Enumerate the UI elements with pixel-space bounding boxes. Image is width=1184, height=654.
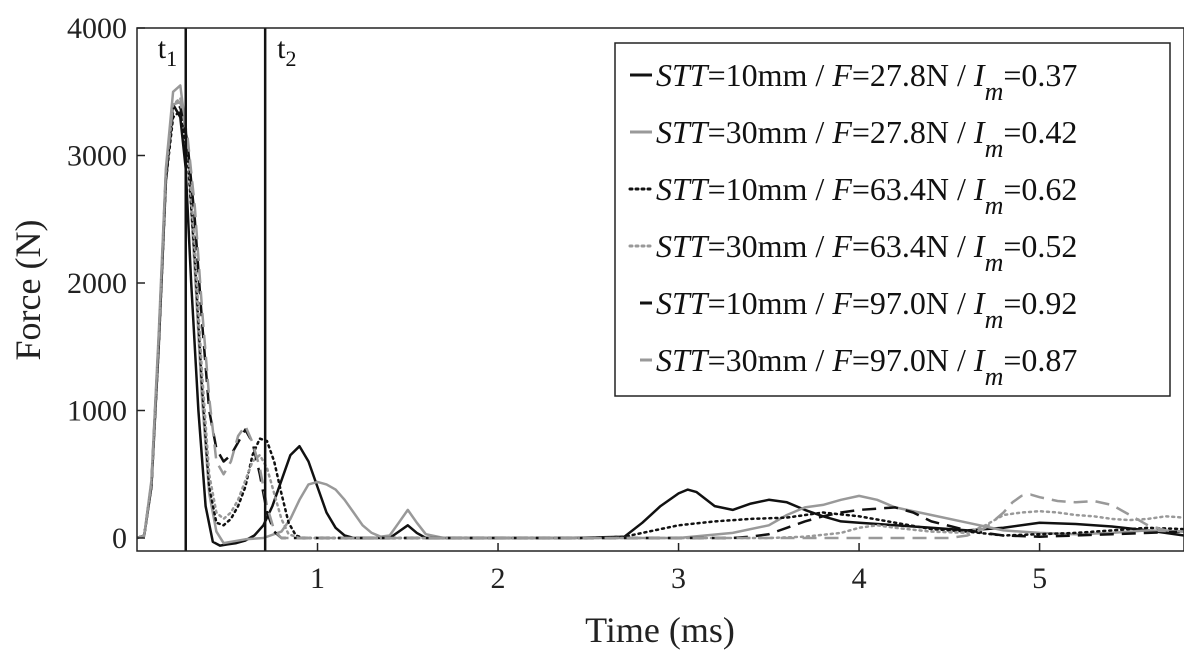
legend-box: [614, 42, 1171, 397]
legend-entry-3: STT=10mm / F=63.4N / Im=0.62: [656, 171, 1077, 220]
y-tick-label-1000: 1000: [67, 395, 127, 428]
series-line-5: [137, 105, 1184, 540]
legend-entry-4: STT=30mm / F=63.4N / Im=0.52: [656, 228, 1077, 277]
legend-entry-5: STT=10mm / F=97.0N / Im=0.92: [656, 285, 1077, 334]
marker-label-2: t2: [277, 32, 296, 71]
plot-frame: [136, 27, 1184, 552]
marker-lines: t1 t2: [158, 28, 297, 551]
legend-entry-1: STT=10mm / F=27.8N / Im=0.37: [656, 57, 1077, 106]
x-axis-ticks: 1 2 3 4 5: [310, 543, 1047, 595]
x-axis-title: Time (ms): [585, 610, 735, 650]
y-axis-ticks: 0 1000 2000 3000 4000: [67, 12, 145, 555]
x-tick-label-5: 5: [1032, 562, 1047, 595]
y-tick-label-4000: 4000: [67, 12, 127, 45]
series-line-6: [137, 100, 1184, 540]
x-tick-label-3: 3: [671, 562, 686, 595]
y-axis-title: Force (N): [8, 220, 48, 361]
y-tick-label-2000: 2000: [67, 267, 127, 300]
x-tick-label-4: 4: [852, 562, 867, 595]
legend: STT=10mm / F=27.8N / Im=0.37 STT=30mm / F…: [614, 42, 1171, 397]
series-line-1: [137, 103, 1184, 547]
x-tick-label-2: 2: [491, 562, 506, 595]
legend-entry-6: STT=30mm / F=97.0N / Im=0.87: [656, 342, 1077, 391]
marker-label-1: t1: [158, 32, 177, 71]
legend-entry-2: STT=30mm / F=27.8N / Im=0.42: [656, 114, 1077, 163]
x-tick-label-1: 1: [310, 562, 325, 595]
y-tick-label-0: 0: [112, 522, 127, 555]
series-layer: [137, 84, 1184, 547]
y-tick-label-3000: 3000: [67, 140, 127, 173]
